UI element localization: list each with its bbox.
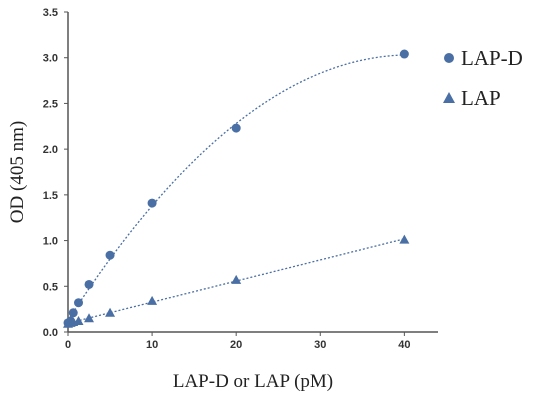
y-tick-label: 0.0 (43, 327, 58, 339)
y-tick-label: 1.0 (43, 236, 58, 248)
lap-d-trendline (67, 54, 405, 321)
x-tick-label: 30 (314, 339, 326, 351)
x-tick-label: 0 (65, 339, 71, 351)
lap-point (231, 274, 242, 284)
lap-d-point (74, 298, 84, 308)
x-axis-title: LAP-D or LAP (pM) (173, 371, 333, 392)
y-tick-label: 2.5 (43, 98, 58, 110)
legend-lap-label: LAP (461, 86, 501, 110)
y-axis-title: OD (405 nm) (7, 121, 28, 223)
y-tick-label: 2.0 (43, 144, 58, 156)
legend-lap-d-marker (444, 53, 454, 63)
legend-lap-d-label: LAP-D (461, 46, 523, 70)
y-tick-label: 1.5 (43, 190, 58, 202)
x-tick-label: 10 (146, 339, 158, 351)
x-tick-label: 40 (398, 339, 410, 351)
y-tick-label: 3.5 (43, 7, 58, 19)
legend: LAP-D LAP (443, 46, 523, 110)
lap-point (73, 316, 84, 326)
lap-d-point (84, 279, 94, 289)
lap-point (84, 313, 95, 323)
plot-area: 0 10 20 30 40 0.0 0.5 1.0 1.5 2.0 2.5 3.0 3.5 (43, 7, 438, 351)
lap-d-point (68, 308, 78, 318)
y-tick-label: 0.5 (43, 281, 58, 293)
lap-d-point (105, 250, 115, 260)
y-ticks: 0.0 0.5 1.0 1.5 2.0 2.5 3.0 3.5 (43, 7, 68, 339)
x-tick-label: 20 (230, 339, 242, 351)
lap-point (399, 234, 410, 244)
lap-point (147, 295, 158, 305)
lap-d-point (399, 49, 409, 59)
y-tick-label: 3.0 (43, 53, 58, 65)
lap-d-point (231, 123, 241, 133)
lap-d-point (147, 198, 157, 208)
lap-point (105, 307, 116, 317)
x-ticks: 0 10 20 30 40 (65, 332, 410, 351)
legend-lap-marker (443, 92, 455, 103)
data-points (63, 49, 410, 328)
